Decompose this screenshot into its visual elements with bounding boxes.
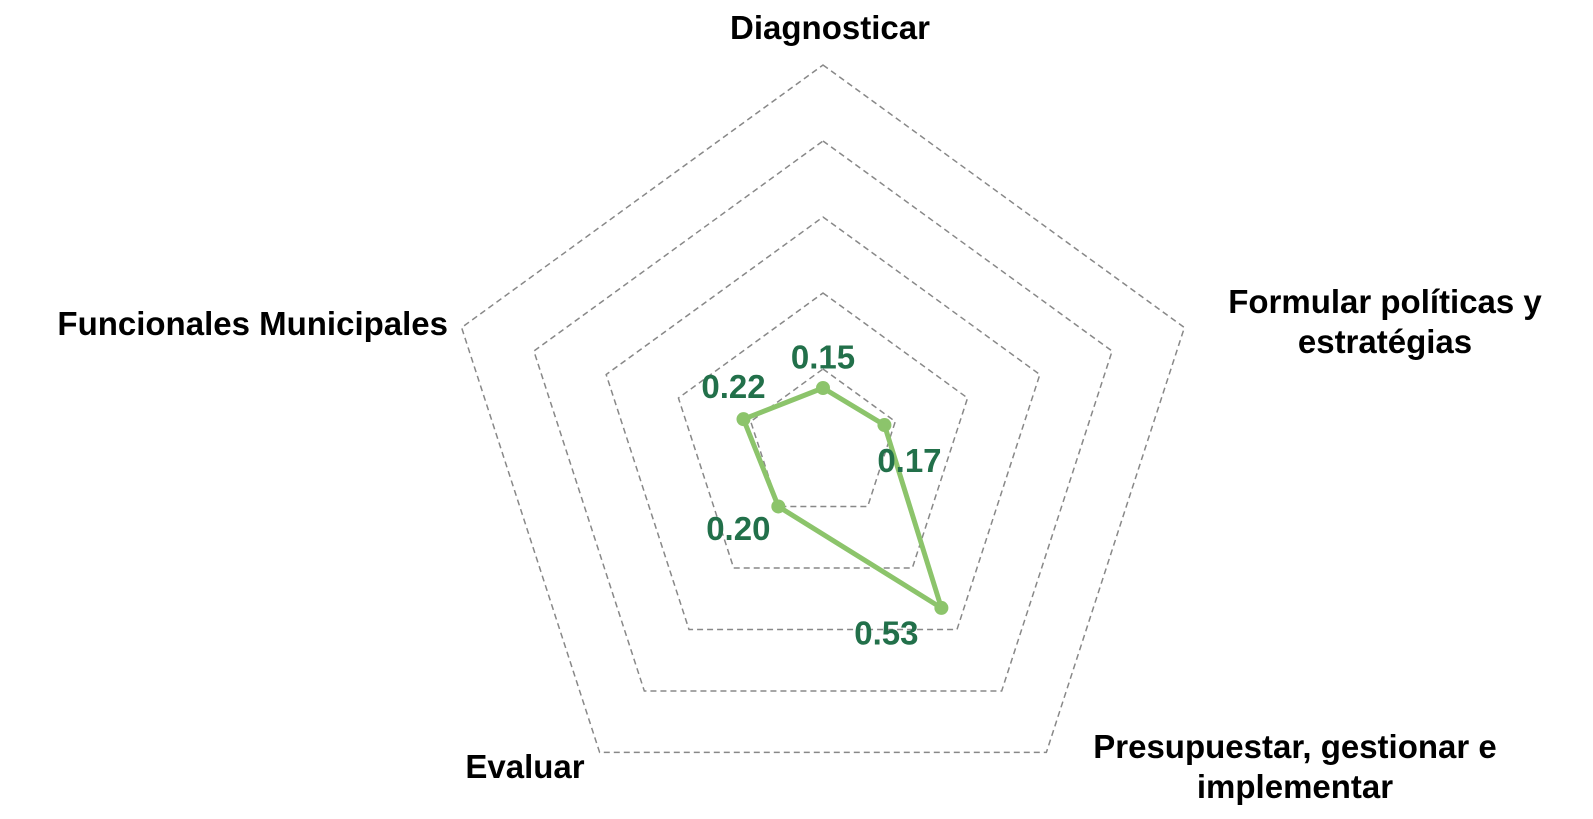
data-point	[736, 412, 751, 427]
data-label: 0.22	[701, 368, 765, 405]
data-label: 0.17	[877, 442, 941, 479]
data-point	[934, 600, 949, 615]
axis-label: Formular políticas y estratégias	[1228, 283, 1542, 360]
data-point	[877, 418, 892, 433]
data-label: 0.20	[706, 510, 770, 547]
grid-ring	[532, 140, 1114, 692]
grid-ring	[677, 292, 969, 569]
axis-label: Diagnosticar	[730, 9, 930, 46]
axis-label: Presupuestar, gestionar e implementar	[1093, 728, 1497, 805]
data-label: 0.53	[854, 615, 918, 652]
data-label: 0.15	[791, 339, 855, 376]
axis-label: Evaluar	[465, 748, 585, 785]
grid-ring	[605, 216, 1041, 631]
data-point	[771, 499, 786, 514]
grid-ring	[460, 64, 1186, 754]
data-point	[816, 381, 830, 395]
series-line	[740, 385, 944, 611]
axis-label: Funcionales Municipales	[57, 305, 448, 342]
